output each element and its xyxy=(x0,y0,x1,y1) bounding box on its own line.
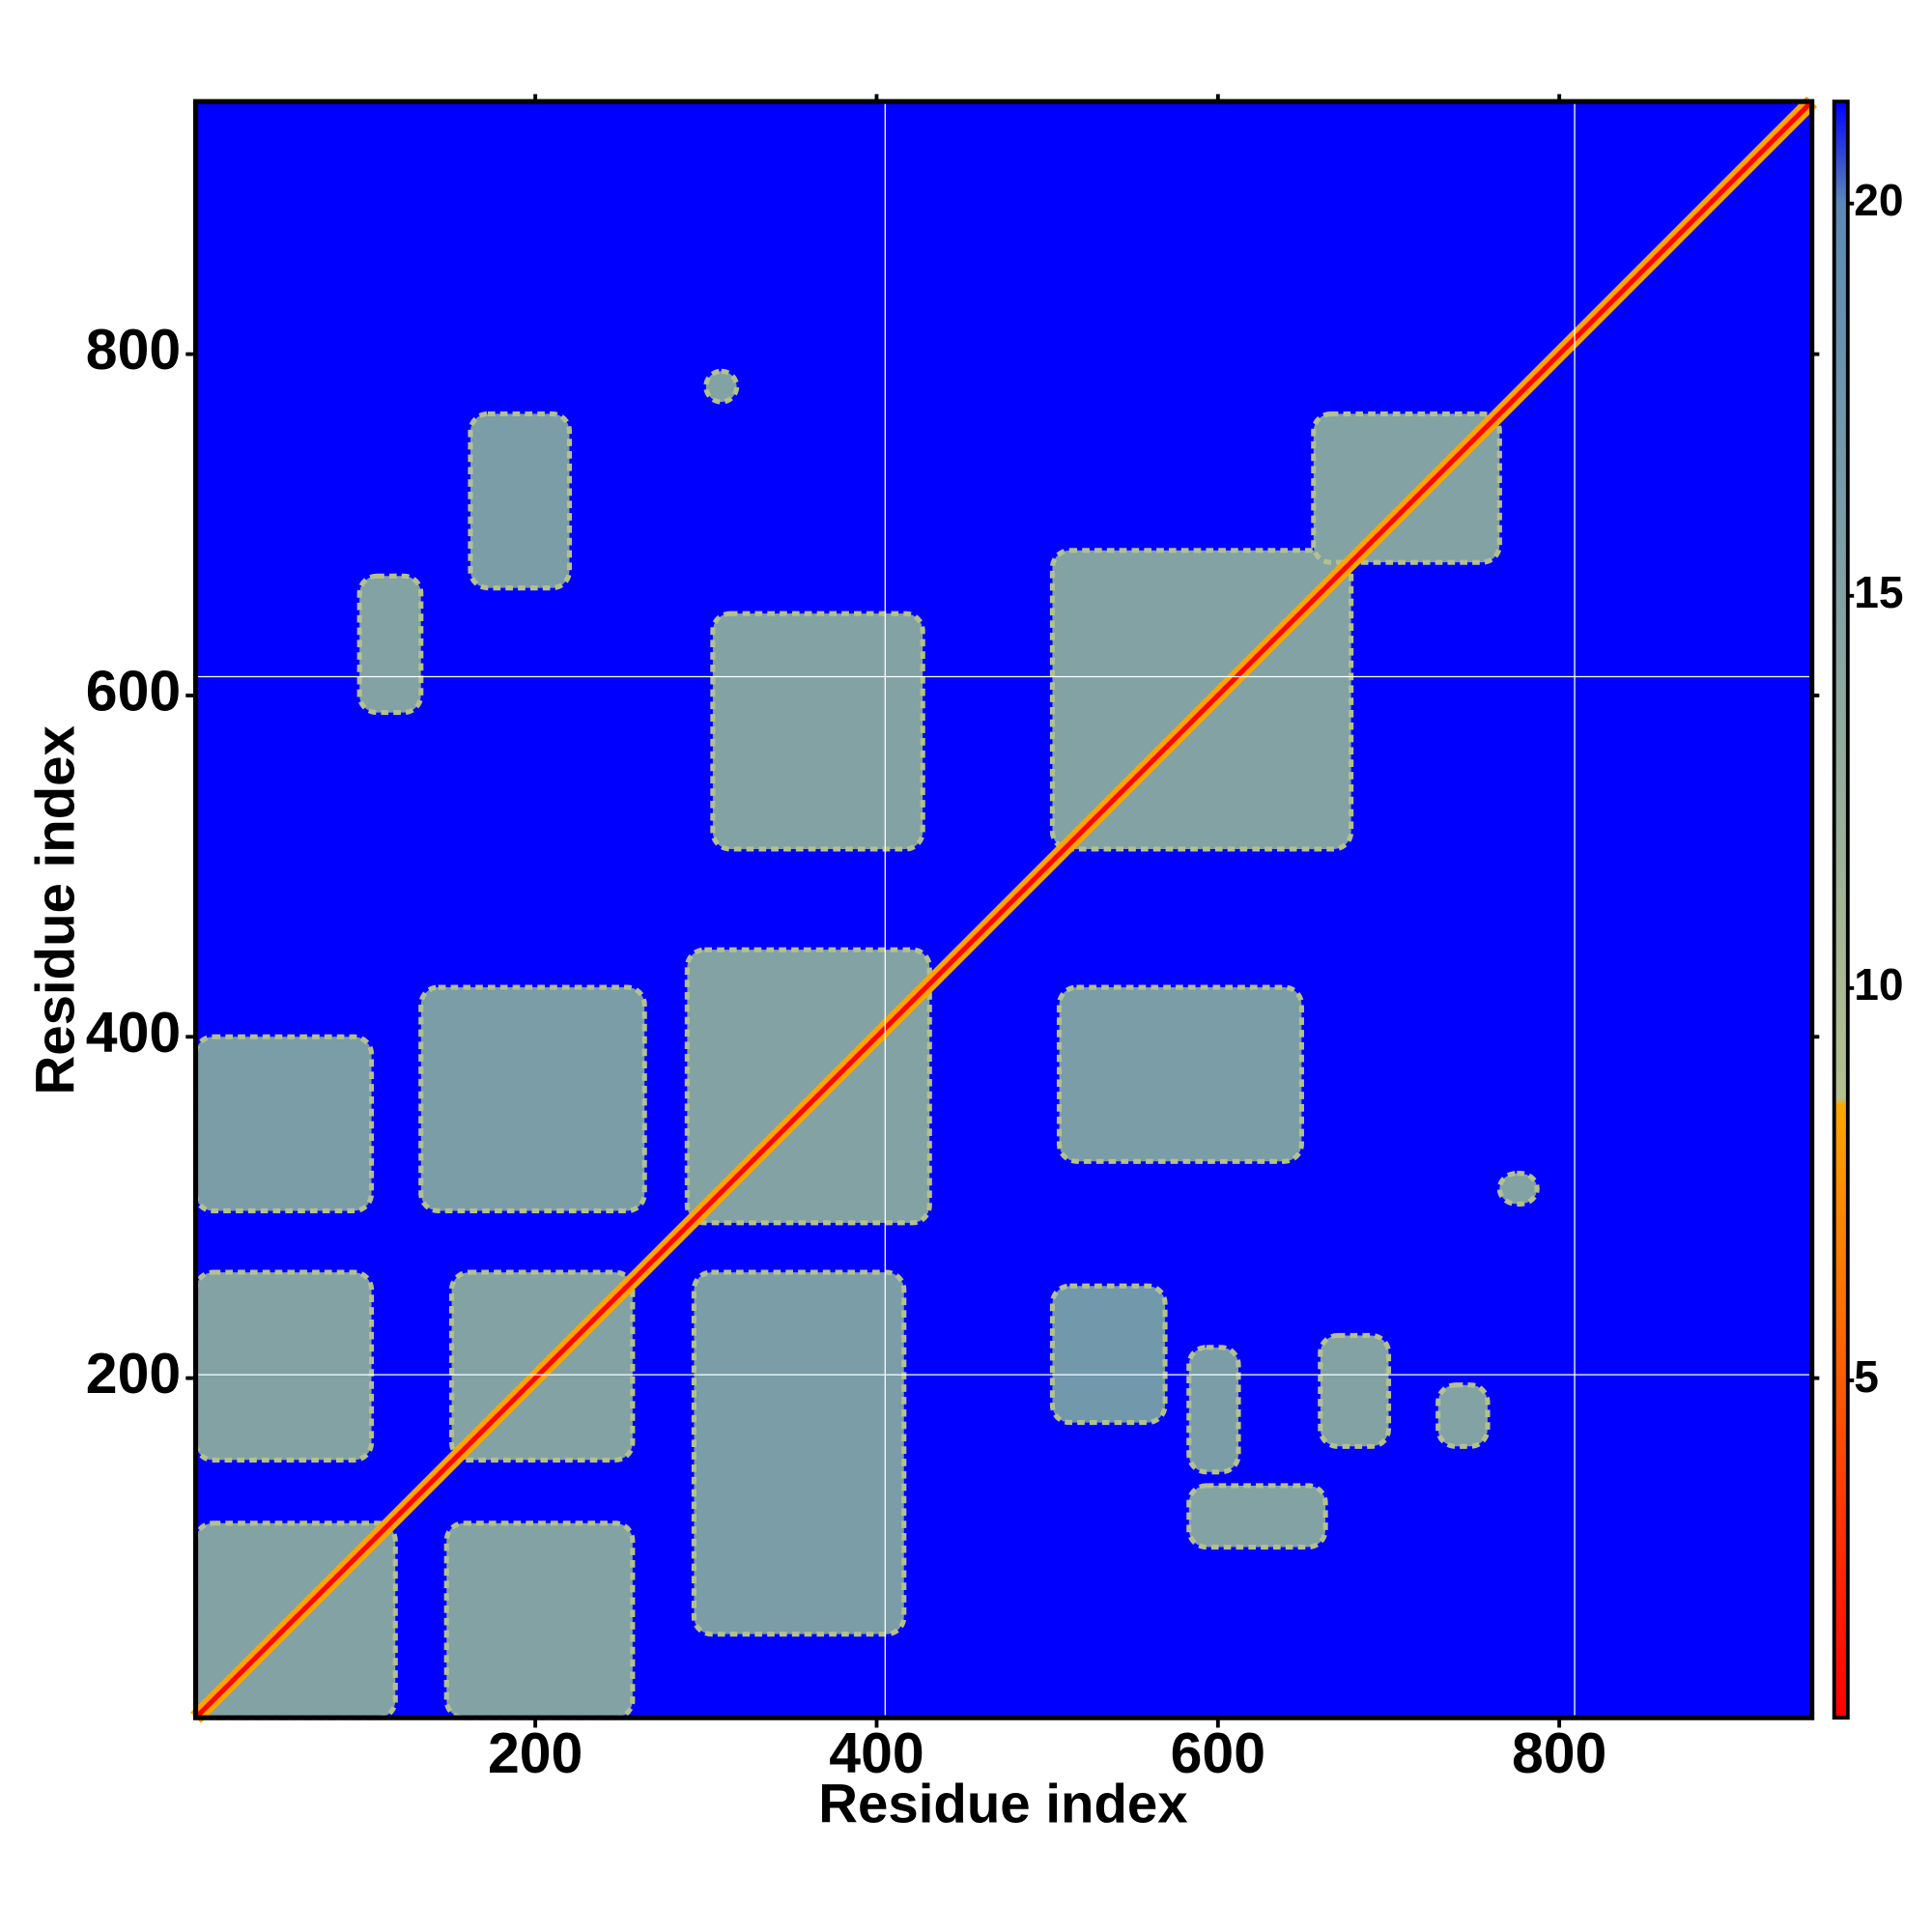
y-tick-label: 800 xyxy=(86,319,181,382)
contact-region xyxy=(684,947,932,1226)
contact-region xyxy=(418,984,647,1214)
contact-region xyxy=(1186,1483,1328,1550)
x-axis-label: Residue index xyxy=(818,1774,1187,1834)
contact-region xyxy=(710,611,925,852)
contact-region xyxy=(192,1269,375,1463)
contact-region xyxy=(1496,1171,1540,1207)
contact-region xyxy=(468,411,573,591)
colorbar-tick-label: 5 xyxy=(1854,1351,1879,1402)
plot-frame xyxy=(193,99,1815,1720)
y-axis-label: Residue index xyxy=(24,725,85,1094)
contact-region xyxy=(1049,1283,1168,1426)
colorbar-tick-label: 10 xyxy=(1854,959,1903,1009)
contact-region xyxy=(1049,548,1354,852)
diagonal xyxy=(193,99,1814,1720)
y-tick-label: 600 xyxy=(86,661,181,724)
y-tick-label: 400 xyxy=(86,1002,181,1065)
contact-region xyxy=(1186,1345,1241,1475)
x-tick-label: 600 xyxy=(1171,1722,1265,1785)
contact-region xyxy=(691,1269,907,1637)
contact-region xyxy=(443,1520,636,1720)
colorbar-tick-label: 20 xyxy=(1854,175,1903,225)
contact-region xyxy=(1318,1332,1392,1449)
x-tick-label: 200 xyxy=(488,1722,582,1785)
contact-region xyxy=(703,368,740,405)
colorbar xyxy=(1832,99,1850,1720)
colorbar-tick-label: 15 xyxy=(1854,567,1903,617)
contact-region xyxy=(1435,1382,1491,1449)
contact-region xyxy=(192,1034,375,1214)
y-tick-label: 200 xyxy=(86,1343,181,1406)
contact-region xyxy=(356,573,424,716)
x-tick-label: 400 xyxy=(829,1722,923,1785)
x-tick-label: 800 xyxy=(1512,1722,1606,1785)
contact-region xyxy=(1056,984,1304,1164)
